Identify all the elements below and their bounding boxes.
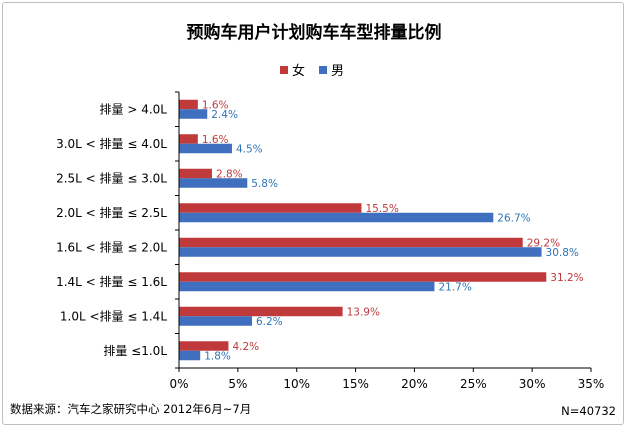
value-label-male: 21.7% bbox=[438, 281, 471, 293]
value-label-female: 1.6% bbox=[202, 99, 229, 111]
legend-item-male: 男 bbox=[319, 60, 344, 79]
bar-female bbox=[179, 272, 547, 282]
x-tick-label: 35% bbox=[578, 377, 605, 391]
x-tick-label: 10% bbox=[283, 377, 310, 391]
bar-female bbox=[179, 203, 362, 213]
chart-title: 预购车用户计划购车车型排量比例 bbox=[186, 23, 442, 43]
category-label: 2.5L < 排量 ≤ 3.0L bbox=[56, 171, 167, 185]
x-tick-label: 0% bbox=[169, 377, 188, 391]
chart-legend: 女 男 bbox=[280, 60, 344, 79]
x-tick-label: 5% bbox=[228, 377, 247, 391]
legend-swatch-male bbox=[319, 65, 328, 74]
x-tick-label: 20% bbox=[401, 377, 428, 391]
value-label-male: 26.7% bbox=[497, 212, 530, 224]
value-label-female: 31.2% bbox=[550, 272, 583, 284]
category-label: 1.6L < 排量 ≤ 2.0L bbox=[56, 240, 167, 254]
legend-swatch-female bbox=[280, 65, 288, 74]
bar-male bbox=[179, 143, 232, 154]
x-tick-label: 25% bbox=[460, 377, 487, 391]
value-label-female: 29.2% bbox=[527, 237, 560, 249]
legend-label-female: 女 bbox=[292, 64, 306, 79]
bar-male bbox=[179, 109, 208, 119]
bar-female bbox=[179, 341, 229, 351]
legend-item-female: 女 bbox=[280, 60, 305, 79]
value-label-male: 30.8% bbox=[546, 247, 579, 259]
bar-female bbox=[179, 134, 198, 144]
bar-male bbox=[179, 281, 435, 292]
bar-male bbox=[179, 316, 252, 326]
bar-female bbox=[179, 306, 343, 317]
bar-female bbox=[179, 99, 198, 110]
sample-size: N=40732 bbox=[561, 404, 616, 418]
bar-male bbox=[179, 350, 201, 361]
bar-male bbox=[179, 212, 494, 223]
x-tick-label: 30% bbox=[519, 377, 546, 391]
value-label-male: 2.4% bbox=[211, 109, 238, 121]
category-label: 排量 > 4.0L bbox=[100, 102, 168, 116]
data-source-note: 数据来源：汽车之家研究中心 2012年6月~7月 bbox=[10, 402, 252, 416]
value-label-female: 15.5% bbox=[365, 203, 398, 215]
value-label-female: 13.9% bbox=[347, 306, 380, 318]
value-label-male: 1.8% bbox=[204, 350, 231, 362]
bar-female bbox=[179, 168, 212, 179]
bar-female bbox=[179, 237, 523, 248]
x-tick-label: 15% bbox=[342, 377, 369, 391]
category-label: 2.0L < 排量 ≤ 2.5L bbox=[56, 206, 167, 220]
value-label-male: 5.8% bbox=[251, 178, 278, 190]
category-label: 排量 ≤1.0L bbox=[103, 344, 167, 358]
legend-label-male: 男 bbox=[331, 64, 345, 79]
category-label: 1.0L <排量 ≤ 1.4L bbox=[60, 309, 167, 323]
bar-male bbox=[179, 247, 542, 257]
bar-male bbox=[179, 178, 248, 188]
value-label-male: 6.2% bbox=[256, 316, 283, 328]
value-label-female: 1.6% bbox=[202, 134, 229, 146]
value-label-male: 4.5% bbox=[236, 143, 263, 155]
category-label: 1.4L < 排量 ≤ 1.6L bbox=[56, 275, 167, 289]
value-label-female: 4.2% bbox=[232, 341, 259, 353]
category-label: 3.0L < 排量 ≤ 4.0L bbox=[56, 137, 167, 151]
value-label-female: 2.8% bbox=[216, 168, 243, 180]
